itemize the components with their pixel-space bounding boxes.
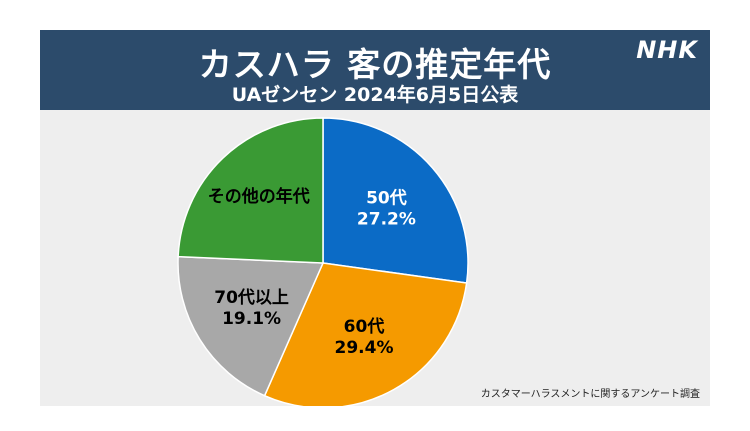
nhk-logo: NHK [636,36,698,64]
header-bar: カスハラ 客の推定年代 UAゼンセン 2024年6月5日公表 NHK [40,30,710,110]
pie-slice-2 [263,262,468,406]
chart-title: カスハラ 客の推定年代 [198,45,552,84]
pie-slice-4 [177,117,324,264]
slice-label-4: その他の年代 [208,186,310,207]
pie-chart: 50代 27.2% 60代 29.4% 70代以上 19.1% その他の年代 [177,117,469,406]
pie-slice-1 [322,117,469,284]
slice-label-3: 70代以上 19.1% [214,287,289,329]
chart-subtitle: UAゼンセン 2024年6月5日公表 [231,84,519,106]
pie-slice-3 [177,255,325,397]
chart-panel: カスハラ 客の推定年代 UAゼンセン 2024年6月5日公表 NHK 50代 27… [40,30,710,406]
slice-label-1: 50代 27.2% [357,187,416,229]
slice-label-2: 60代 29.4% [335,316,394,358]
source-note: カスタマーハラスメントに関するアンケート調査 [480,389,700,400]
